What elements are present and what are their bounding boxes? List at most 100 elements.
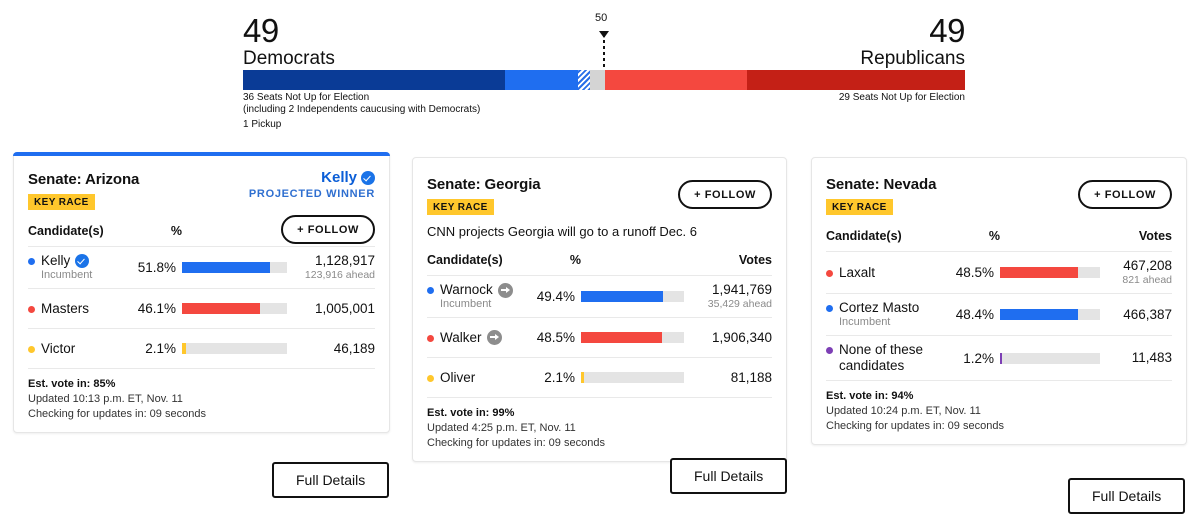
candidate-name-line: Walker — [440, 330, 502, 346]
republicans-seat-count: 49 — [929, 12, 965, 49]
candidate-votes-cell: 1,128,917 123,916 ahead — [295, 253, 375, 282]
column-header-votes: Votes — [738, 253, 772, 267]
candidate-percent: 49.4% — [536, 289, 575, 304]
candidate-bar-cell — [581, 291, 692, 302]
race-card-arizona: Senate: Arizona KEY RACE Kelly PROJECTED… — [13, 152, 390, 433]
candidate-percent: 2.1% — [544, 370, 575, 385]
candidate-name-block: Warnock Incumbent — [440, 282, 513, 311]
update-countdown: Checking for updates in: 09 seconds — [427, 437, 605, 449]
candidate-votes-cell: 46,189 — [295, 341, 375, 357]
full-details-button-arizona[interactable]: Full Details — [272, 462, 390, 498]
candidate-bar-cell — [182, 343, 295, 354]
full-details-button-nevada[interactable]: Full Details — [1068, 478, 1186, 514]
party-color-dot-icon — [427, 374, 434, 382]
candidate-name: Masters — [41, 300, 90, 316]
candidate-percent: 48.4% — [955, 307, 994, 322]
candidate-bar-cell — [581, 372, 692, 383]
card-header: Senate: Nevada KEY RACE + FOLLOW — [826, 158, 1172, 215]
candidate-votes-cell: 467,208 821 ahead — [1108, 258, 1172, 287]
candidate-bar-fill — [182, 343, 186, 354]
majority-threshold-label: 50 — [595, 12, 608, 24]
candidate-name: Cortez Masto — [839, 300, 920, 315]
race-card-georgia: Senate: Georgia KEY RACE CNN projects Geo… — [412, 157, 787, 462]
candidate-row[interactable]: Victor 2.1% 46,189 — [28, 328, 375, 368]
republicans-seats-note: 29 Seats Not Up for Election — [838, 92, 965, 103]
bop-segment-dem-won — [505, 70, 578, 90]
candidate-name-cell: Cortez Masto Incumbent — [826, 300, 946, 329]
update-countdown: Checking for updates in: 09 seconds — [826, 420, 1004, 432]
candidate-percent: 2.1% — [145, 341, 176, 356]
column-header-votes: Votes — [1138, 229, 1172, 243]
candidate-row[interactable]: Laxalt 48.5% 467,208 821 ahead — [826, 251, 1172, 293]
candidate-row[interactable]: Oliver 2.1% 81,188 — [427, 357, 772, 397]
candidate-votes-ahead: 821 ahead — [1122, 274, 1172, 286]
candidate-name-line: Oliver — [440, 370, 475, 386]
updated-timestamp: Updated 4:25 p.m. ET, Nov. 11 — [427, 422, 576, 434]
candidate-percent: 51.8% — [137, 260, 176, 275]
candidate-name-cell: Walker — [427, 330, 535, 346]
candidate-bar-fill — [1000, 352, 1003, 364]
candidate-votes-cell: 1,005,001 — [295, 301, 375, 317]
candidate-name: Walker — [440, 329, 482, 345]
candidate-bar-fill — [1000, 309, 1079, 320]
candidate-name-block: Masters — [41, 301, 89, 317]
candidate-row[interactable]: Warnock Incumbent 49.4% 1,941,769 35,429… — [427, 275, 772, 317]
candidate-bar-track — [1000, 267, 1100, 278]
candidate-row[interactable]: Masters 46.1% 1,005,001 — [28, 288, 375, 328]
candidate-name-line: Masters — [41, 301, 89, 317]
candidate-votes-ahead: 123,916 ahead — [304, 269, 375, 281]
candidate-bar-cell — [1000, 267, 1108, 278]
party-color-dot-icon — [28, 305, 35, 313]
candidate-row[interactable]: None of these candidates 1.2% 11,483 — [826, 335, 1172, 380]
card-footer: Est. vote in: 94% Updated 10:24 p.m. ET,… — [826, 380, 1172, 434]
candidate-bar-cell — [182, 303, 295, 314]
candidate-vote-count: 466,387 — [1123, 306, 1172, 322]
party-color-dot-icon — [427, 334, 434, 342]
democrats-seats-note-line2: (including 2 Independents caucusing with… — [243, 104, 481, 115]
candidate-name-line: Cortez Masto — [839, 300, 919, 316]
candidate-bar-track — [182, 262, 287, 273]
candidate-bar-cell — [581, 332, 692, 343]
updated-timestamp: Updated 10:13 p.m. ET, Nov. 11 — [28, 393, 183, 405]
party-color-dot-icon — [427, 287, 434, 294]
candidate-bar-track — [1000, 352, 1100, 364]
candidate-row[interactable]: Kelly Incumbent 51.8% 1,128,917 123,916 … — [28, 246, 375, 288]
candidate-name-cell: Victor — [28, 341, 136, 357]
key-race-badge: KEY RACE — [427, 199, 494, 215]
balance-of-power-bar-wrapper: 50 — [243, 12, 965, 90]
winner-check-icon — [75, 254, 90, 268]
democrats-seat-count: 49 — [243, 12, 279, 49]
candidate-name: None of these candidates — [839, 342, 924, 373]
party-color-dot-icon — [28, 345, 35, 353]
candidate-name-block: Laxalt — [839, 265, 875, 281]
party-color-dot-icon — [826, 305, 833, 312]
candidate-name: Laxalt — [839, 264, 876, 280]
candidate-row[interactable]: Cortez Masto Incumbent 48.4% 466,387 — [826, 293, 1172, 335]
bop-segment-rep-not-up — [747, 70, 965, 90]
follow-button[interactable]: + FOLLOW — [281, 215, 375, 244]
candidate-votes-cell: 466,387 — [1108, 307, 1172, 323]
full-details-button-georgia[interactable]: Full Details — [670, 458, 788, 494]
projected-winner-label: PROJECTED WINNER — [248, 188, 375, 200]
candidate-name-cell: Kelly Incumbent — [28, 253, 136, 282]
incumbent-label: Incumbent — [440, 298, 492, 310]
est-vote-in: Est. vote in: 85% — [28, 378, 116, 390]
follow-button[interactable]: + FOLLOW — [1078, 180, 1172, 209]
candidate-bar-track — [182, 343, 287, 354]
follow-button[interactable]: + FOLLOW — [678, 180, 772, 209]
update-countdown: Checking for updates in: 09 seconds — [28, 408, 206, 420]
candidate-name-cell: None of these candidates — [826, 342, 946, 374]
democrats-seats-note: 36 Seats Not Up for Election (including … — [243, 92, 480, 116]
candidate-name-block: Walker — [440, 330, 502, 346]
column-header-candidate: Candidate(s) — [427, 253, 503, 267]
candidate-name-block: None of these candidates — [839, 342, 946, 374]
candidate-name: Victor — [41, 340, 76, 356]
balance-of-power-footnotes: 36 Seats Not Up for Election (including … — [243, 90, 965, 130]
incumbent-label: Incumbent — [839, 316, 891, 328]
democrats-total: 49 Democrats — [243, 14, 335, 70]
balance-of-power: 49 Democrats 49 Republicans 50 36 Seats … — [243, 10, 965, 135]
candidate-row[interactable]: Walker 48.5% 1,906,340 — [427, 317, 772, 357]
candidate-name: Oliver — [440, 369, 476, 385]
card-footer: Est. vote in: 99% Updated 4:25 p.m. ET, … — [427, 397, 772, 451]
candidate-name-cell: Laxalt — [826, 265, 946, 281]
